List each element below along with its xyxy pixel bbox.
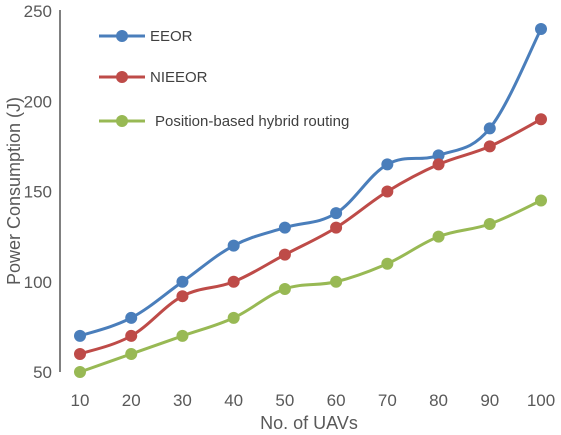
legend-item: EEOR — [99, 28, 193, 45]
data-point — [278, 282, 291, 295]
x-tick-label: 100 — [527, 391, 555, 410]
legend-marker — [116, 30, 128, 42]
x-tick-label: 50 — [275, 391, 294, 410]
data-point — [176, 290, 189, 303]
series-line — [78, 27, 543, 338]
y-tick-labels: 50 100 150 200 250 — [24, 2, 52, 382]
data-point — [330, 221, 343, 234]
data-point — [125, 329, 138, 342]
data-point — [74, 329, 86, 342]
series-line — [78, 117, 543, 356]
series-line — [78, 199, 543, 374]
data-point — [278, 248, 291, 261]
data-point — [176, 329, 189, 342]
data-point — [381, 158, 394, 171]
legend: EEOR NIEEOR Position-based hybrid routing — [99, 28, 349, 130]
data-point — [483, 140, 496, 153]
series-1 — [74, 23, 547, 342]
data-point — [535, 23, 547, 36]
data-point — [330, 275, 343, 288]
legend-item: NIEEOR — [99, 69, 208, 86]
x-axis-title: No. of UAVs — [260, 413, 358, 433]
series-3 — [74, 194, 547, 378]
x-tick-label: 10 — [71, 391, 90, 410]
legend-item: Position-based hybrid routing — [99, 113, 349, 130]
y-axis-title: Power Consumption (J) — [4, 97, 24, 285]
x-tick-label: 20 — [122, 391, 141, 410]
series-layer — [74, 23, 547, 378]
series-2 — [74, 113, 547, 360]
y-tick-label: 250 — [24, 2, 52, 21]
data-point — [381, 185, 394, 198]
data-point — [535, 113, 547, 126]
data-point — [125, 347, 138, 360]
data-point — [227, 311, 240, 324]
x-tick-label: 60 — [327, 391, 346, 410]
data-point — [432, 149, 445, 162]
data-point — [483, 217, 496, 230]
data-point — [330, 207, 343, 220]
data-point — [74, 366, 86, 378]
data-point — [432, 158, 445, 171]
legend-marker — [116, 71, 128, 83]
data-point — [483, 122, 496, 135]
data-point — [381, 257, 394, 270]
legend-label: NIEEOR — [150, 69, 208, 86]
y-tick-label: 100 — [24, 273, 52, 292]
x-tick-label: 80 — [429, 391, 448, 410]
data-point — [535, 194, 547, 207]
x-tick-label: 30 — [173, 391, 192, 410]
data-point — [227, 239, 240, 252]
data-point — [432, 230, 445, 243]
data-point — [278, 221, 291, 234]
legend-label: EEOR — [150, 28, 193, 45]
x-tick-label: 40 — [224, 391, 243, 410]
legend-label: Position-based hybrid routing — [155, 113, 349, 130]
data-point — [74, 347, 86, 360]
y-tick-label: 50 — [33, 363, 52, 382]
data-point — [125, 311, 138, 324]
legend-marker — [116, 115, 128, 127]
x-tick-label: 70 — [378, 391, 397, 410]
y-tick-label: 150 — [24, 183, 52, 202]
data-point — [227, 275, 240, 288]
y-tick-label: 200 — [24, 92, 52, 111]
data-point — [176, 275, 189, 288]
x-tick-label: 90 — [480, 391, 499, 410]
x-tick-labels: 10 20 30 40 50 60 70 80 90 100 — [71, 391, 556, 410]
